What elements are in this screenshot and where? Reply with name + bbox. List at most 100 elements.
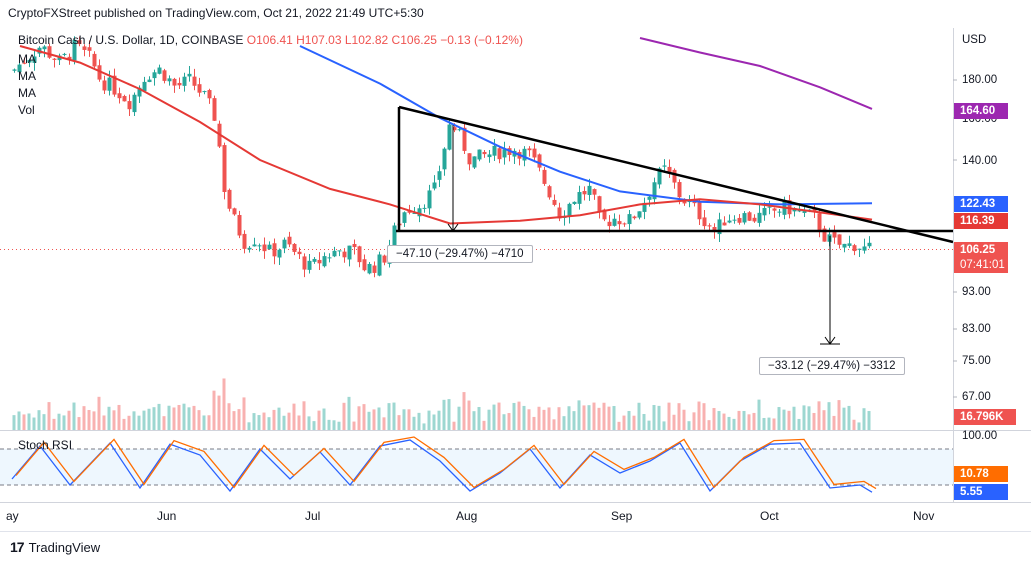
volume-bar (642, 414, 646, 430)
volume-bar (522, 405, 526, 430)
candle-body (632, 216, 637, 219)
volume-bar (152, 407, 156, 430)
candle-body (342, 251, 347, 258)
candle-body (192, 76, 197, 86)
measure-label-top[interactable]: −47.10 (−29.47%) −4710 (387, 245, 533, 263)
candle-body (67, 56, 72, 60)
candle-body (817, 213, 822, 231)
volume-bar (67, 410, 71, 430)
footer-brand[interactable]: 17 TradingView (10, 539, 100, 555)
ma-blue-tag: 122.43 (954, 196, 1008, 212)
candle-body (787, 200, 792, 215)
candle-body (252, 244, 257, 247)
volume-bar (327, 419, 331, 430)
candle-body (82, 46, 87, 50)
indicator-ma-2[interactable]: MA (18, 69, 36, 83)
candles (12, 36, 872, 278)
volume-bar (202, 415, 206, 430)
candle-body (367, 263, 372, 274)
candle-body (757, 212, 762, 223)
x-tick-aug: Aug (456, 509, 478, 523)
candle-body (762, 207, 767, 216)
volume-bar (92, 411, 96, 430)
ma-purple-tag: 164.60 (954, 103, 1008, 119)
volume-bar (727, 416, 731, 430)
candle-body (732, 219, 737, 221)
candle-body (92, 53, 97, 67)
candle-body (97, 65, 102, 80)
candle-body (172, 78, 177, 86)
candle-body (752, 217, 757, 222)
volume-bar (312, 421, 316, 430)
candle-body (497, 148, 502, 160)
volume-bar (632, 415, 636, 430)
volume-bar (407, 409, 411, 430)
volume-bar (207, 415, 211, 430)
candle-body (382, 255, 387, 263)
candle-body (427, 190, 432, 209)
candle-body (152, 72, 157, 79)
candle-body (867, 242, 872, 247)
volume-tag: 16.796K (954, 409, 1016, 425)
candle-body (847, 243, 852, 246)
volume-bar (792, 406, 796, 430)
indicator-ma-3[interactable]: MA (18, 86, 36, 100)
candle-body (487, 154, 492, 158)
candle-body (862, 246, 867, 251)
volume-bar (572, 411, 576, 430)
volume-bar (432, 414, 436, 430)
candle-body (552, 199, 557, 205)
volume-bar (157, 403, 161, 430)
stoch-rsi-label[interactable]: Stoch RSI (18, 438, 73, 452)
volume-bar (552, 419, 556, 430)
measure-label-bottom[interactable]: −33.12 (−29.47%) −3312 (759, 357, 905, 375)
volume-bar (332, 420, 336, 430)
volume-bar (607, 406, 611, 430)
volume-bar (367, 411, 371, 430)
candle-body (842, 243, 847, 248)
indicator-ma-1[interactable]: MA (18, 52, 36, 66)
volume-bar (477, 407, 481, 430)
volume-bar (862, 408, 866, 430)
volume-bar (22, 414, 26, 430)
volume-bar (167, 405, 171, 430)
volume-bar (257, 415, 261, 430)
candle-body (642, 202, 647, 212)
candle-body (472, 156, 477, 168)
volume-bar (97, 396, 101, 430)
volume-bar (447, 399, 451, 430)
candle-body (312, 258, 317, 262)
volume-bar (797, 418, 801, 430)
candle-body (52, 58, 57, 60)
candle-body (567, 203, 572, 217)
candle-body (257, 245, 262, 247)
volume-bar (452, 421, 456, 430)
volume-bar (762, 417, 766, 430)
volume-bar (122, 418, 126, 430)
volume-bar (492, 404, 496, 430)
tradingview-logo-icon: 17 (10, 539, 25, 555)
volume-bar (662, 421, 666, 430)
volume-bar (457, 406, 461, 430)
price-tick: 75.00 (962, 355, 991, 367)
volume-bar (182, 403, 186, 430)
volume-bar (532, 416, 536, 430)
candle-body (492, 145, 497, 156)
candle-body (702, 217, 707, 227)
last-price-tag: 106.25 (954, 242, 1008, 258)
candle-body (222, 145, 227, 193)
indicator-volume[interactable]: Vol (18, 103, 35, 117)
volume-bar (567, 406, 571, 430)
volume-bar (672, 414, 676, 430)
candle-body (322, 256, 327, 267)
candle-body (32, 56, 37, 63)
volume-bar (352, 421, 356, 430)
axes (0, 28, 1031, 532)
volume-bar (172, 407, 176, 430)
candle-body (327, 257, 332, 259)
candle-body (482, 151, 487, 155)
volume-bar (42, 414, 46, 430)
volume-bar (562, 416, 566, 430)
volume-bar (362, 404, 366, 430)
